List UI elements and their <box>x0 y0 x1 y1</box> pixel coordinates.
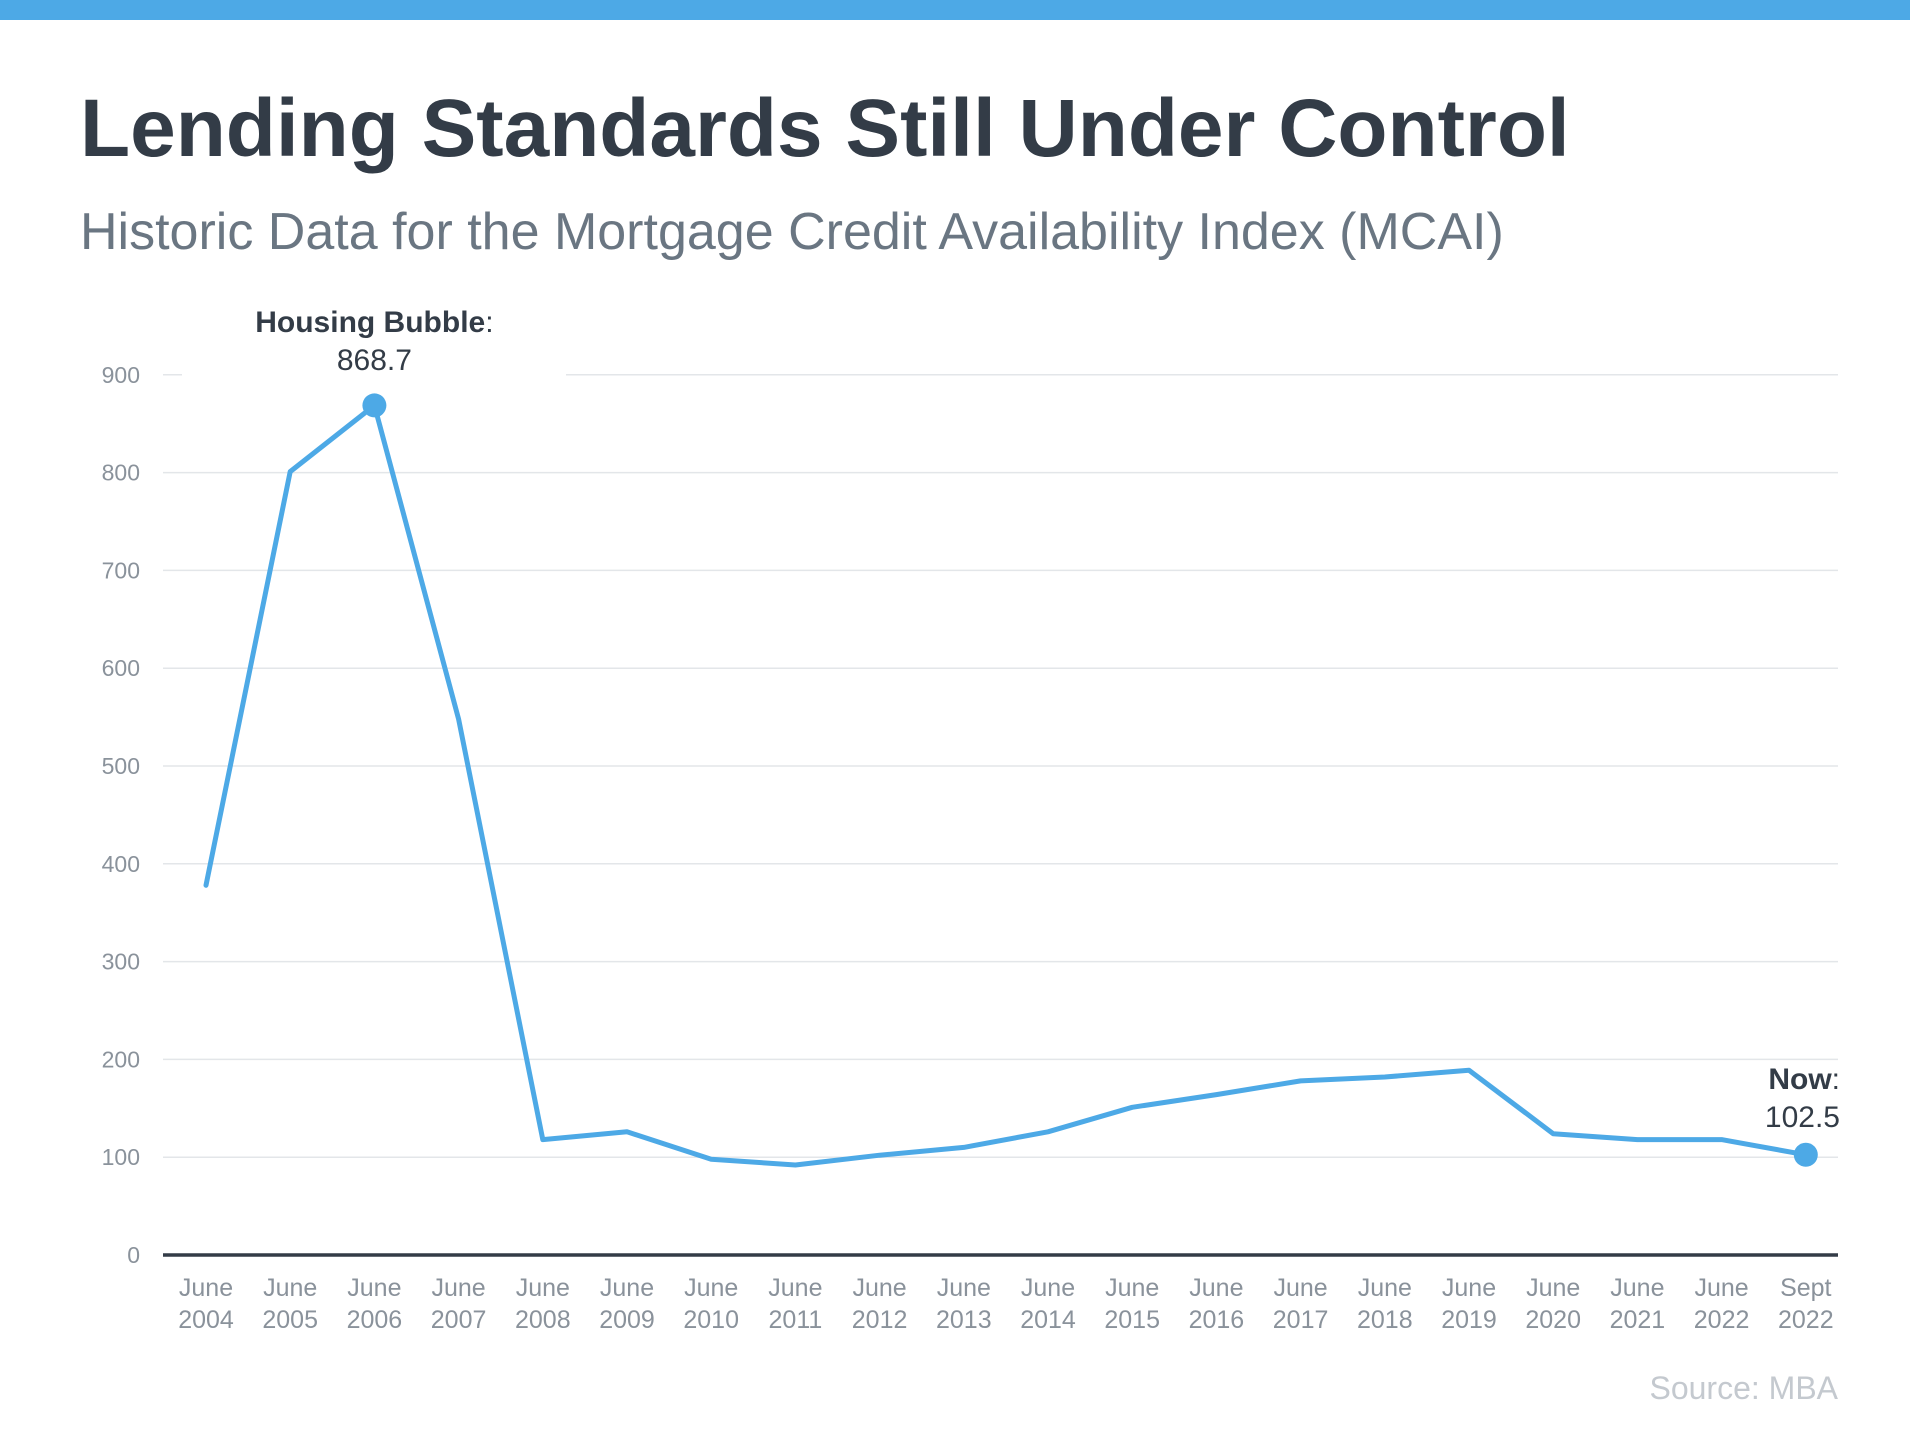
annotation-value: 102.5 <box>1765 1101 1840 1134</box>
x-tick-label-month: June <box>1358 1274 1412 1302</box>
annotation-label: Now: <box>1768 1063 1840 1096</box>
x-tick-label-year: 2008 <box>515 1306 571 1334</box>
chart-title: Lending Standards Still Under Control <box>80 83 1570 174</box>
x-tick-label-month: June <box>852 1274 906 1302</box>
x-tick-label-month: June <box>347 1274 401 1302</box>
y-tick-label: 800 <box>102 460 140 486</box>
y-tick-label: 400 <box>102 851 140 877</box>
x-tick-label-month: June <box>937 1274 991 1302</box>
annotations: Housing Bubble: 868.7 Now: 102.5 <box>255 306 1840 1167</box>
x-tick-label-year: 2021 <box>1610 1306 1666 1334</box>
x-tick-label-month: June <box>600 1274 654 1302</box>
y-axis-ticks: 0 100 200 300 400 500 600 700 800 900 <box>102 362 140 1268</box>
y-tick-label: 0 <box>127 1242 140 1268</box>
gridlines <box>163 374 1838 1257</box>
x-tick-label-month: Sept <box>1780 1274 1831 1302</box>
x-tick-label-year: 2022 <box>1778 1306 1834 1334</box>
x-tick-label-year: 2011 <box>769 1306 823 1334</box>
x-tick-label-month: June <box>1442 1274 1496 1302</box>
x-tick-label-year: 2012 <box>852 1306 908 1334</box>
data-point-marker <box>1793 1142 1818 1167</box>
x-tick-label-month: June <box>179 1274 233 1302</box>
series-line-mcai <box>203 402 1809 1168</box>
data-point-marker <box>362 393 387 418</box>
x-tick-label-year: 2006 <box>347 1306 403 1334</box>
source-note: Source: MBA <box>1649 1370 1838 1406</box>
y-tick-label: 300 <box>102 949 140 975</box>
x-axis-ticks: June 2004 June 2005 June 2006 June 2007 June 2008… <box>178 1274 1833 1334</box>
top-accent-bar <box>0 0 1910 20</box>
x-tick-label-year: 2018 <box>1357 1306 1413 1334</box>
annotation-label: Housing Bubble: <box>255 306 493 339</box>
x-tick-label-month: June <box>1105 1274 1159 1302</box>
x-tick-label-year: 2022 <box>1694 1306 1750 1334</box>
annotation-value: 868.7 <box>337 344 412 377</box>
x-tick-label-year: 2009 <box>599 1306 655 1334</box>
x-tick-label-month: June <box>1610 1274 1664 1302</box>
y-tick-label: 900 <box>102 362 140 388</box>
chart-subtitle: Historic Data for the Mortgage Credit Av… <box>80 203 1504 261</box>
x-tick-label-year: 2007 <box>431 1306 487 1334</box>
x-tick-label-month: June <box>1694 1274 1748 1302</box>
x-tick-label-month: June <box>1189 1274 1243 1302</box>
x-tick-label-year: 2014 <box>1020 1306 1076 1334</box>
x-tick-label-year: 2016 <box>1189 1306 1245 1334</box>
x-tick-label-month: June <box>768 1274 822 1302</box>
x-tick-label-year: 2015 <box>1104 1306 1160 1334</box>
x-tick-label-month: June <box>263 1274 317 1302</box>
y-tick-label: 600 <box>102 655 140 681</box>
y-tick-label: 200 <box>102 1046 140 1072</box>
x-tick-label-month: June <box>1526 1274 1580 1302</box>
x-tick-label-year: 2005 <box>262 1306 318 1334</box>
x-tick-label-month: June <box>684 1274 738 1302</box>
series-line-layer <box>203 402 1809 1168</box>
x-tick-label-year: 2017 <box>1273 1306 1329 1334</box>
x-tick-label-month: June <box>1021 1274 1075 1302</box>
y-tick-label: 100 <box>102 1144 140 1170</box>
y-tick-label: 500 <box>102 753 140 779</box>
x-tick-label-month: June <box>516 1274 570 1302</box>
x-tick-label-month: June <box>431 1274 485 1302</box>
x-tick-label-month: June <box>1273 1274 1327 1302</box>
x-tick-label-year: 2004 <box>178 1306 234 1334</box>
y-tick-label: 700 <box>102 557 140 583</box>
x-tick-label-year: 2010 <box>683 1306 739 1334</box>
x-tick-label-year: 2013 <box>936 1306 992 1334</box>
x-tick-label-year: 2020 <box>1525 1306 1581 1334</box>
x-tick-label-year: 2019 <box>1441 1306 1497 1334</box>
